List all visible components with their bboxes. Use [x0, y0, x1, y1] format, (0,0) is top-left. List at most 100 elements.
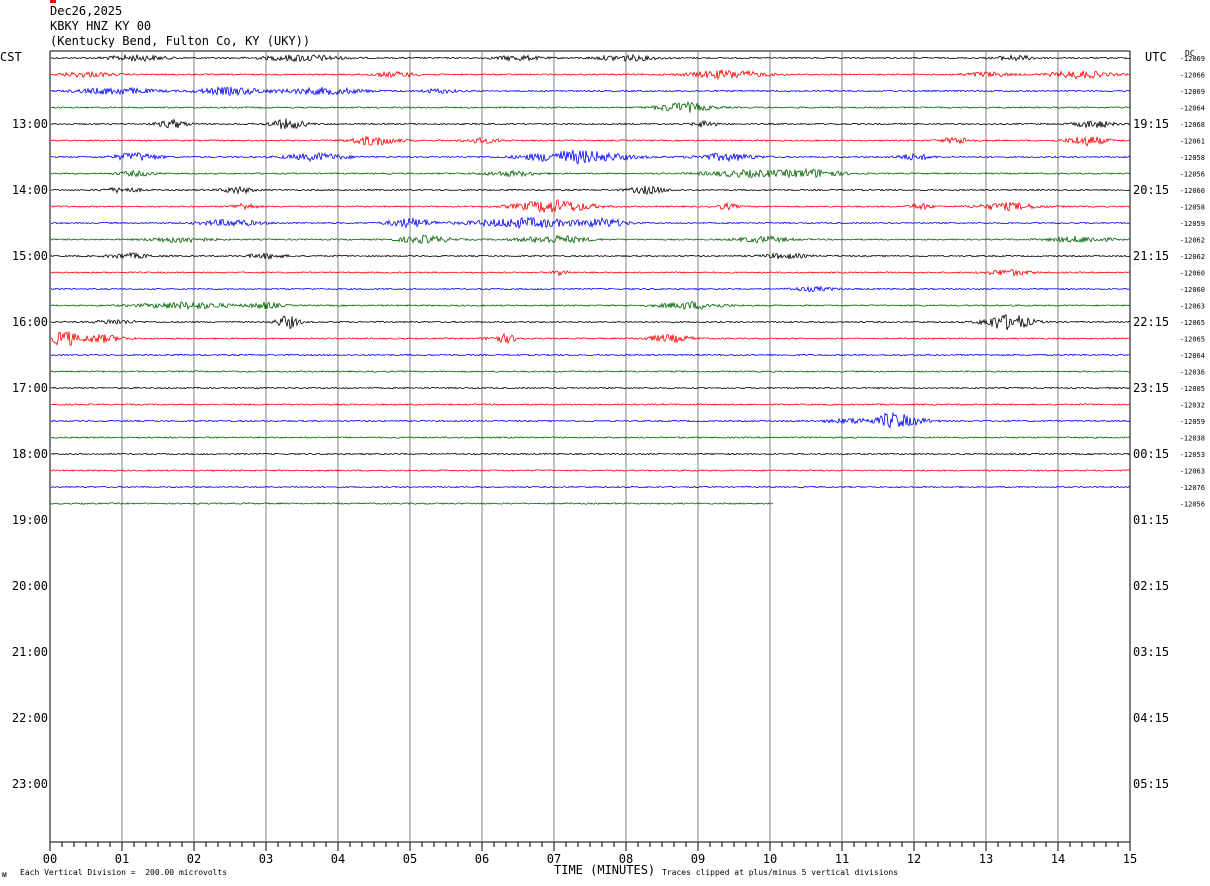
- trace-line: [50, 185, 1131, 195]
- dc-offset-label: -12032: [1180, 402, 1205, 410]
- trace-line: [50, 199, 1131, 214]
- x-tick-label: 10: [763, 852, 777, 866]
- left-hour-label: 13:00: [12, 117, 48, 131]
- trace-line: [50, 469, 1131, 472]
- right-hour-label: 00:15: [1133, 447, 1169, 461]
- left-hour-label: 17:00: [12, 381, 48, 395]
- left-hour-label: 23:00: [12, 777, 48, 791]
- scale-note: Each Vertical Division = 200.00 microvol…: [20, 868, 228, 877]
- scale-icon: ᴍ: [2, 870, 7, 879]
- left-hour-label: 22:00: [12, 711, 48, 725]
- dc-offset-label: -12053: [1180, 451, 1205, 459]
- x-tick-label: 02: [187, 852, 201, 866]
- dc-offset-label: -12069: [1180, 55, 1205, 63]
- trace-line: [51, 436, 1131, 439]
- dc-offset-label: -12060: [1180, 286, 1205, 294]
- dc-offset-label: -12038: [1180, 435, 1205, 443]
- trace-line: [50, 403, 1131, 406]
- header-marker: [50, 0, 56, 3]
- dc-offset-label: -12061: [1180, 138, 1205, 146]
- trace-line: [50, 353, 1131, 357]
- x-tick-label: 13: [979, 852, 993, 866]
- right-hour-label: 22:15: [1133, 315, 1169, 329]
- right-hour-label: 04:15: [1133, 711, 1169, 725]
- right-hour-label: 01:15: [1133, 513, 1169, 527]
- trace-line: [50, 314, 1131, 331]
- dc-offset-label: -12056: [1180, 501, 1205, 509]
- trace-line: [50, 331, 1131, 347]
- left-hour-label: 16:00: [12, 315, 48, 329]
- right-hour-label: 19:15: [1133, 117, 1169, 131]
- right-hour-label: 05:15: [1133, 777, 1169, 791]
- dc-offset-label: -12058: [1180, 154, 1205, 162]
- left-timezone-label: CST: [0, 50, 22, 64]
- dc-offset-label: -12076: [1180, 484, 1205, 492]
- dc-offset-label: -12063: [1180, 468, 1205, 476]
- dc-offset-label: -12060: [1180, 270, 1205, 278]
- left-hour-label: 15:00: [12, 249, 48, 263]
- trace-line: [50, 301, 1131, 311]
- dc-offset-label: -12066: [1180, 72, 1205, 80]
- trace-line: [50, 68, 1131, 81]
- x-tick-label: 05: [403, 852, 417, 866]
- trace-line: [50, 411, 1131, 429]
- x-axis-title: TIME (MINUTES): [554, 863, 656, 877]
- x-tick-label: 11: [835, 852, 849, 866]
- header-date: Dec26,2025: [50, 4, 123, 18]
- trace-line: [50, 135, 1131, 147]
- x-tick-label: 01: [115, 852, 129, 866]
- dc-offset-label: -12058: [1180, 204, 1205, 212]
- left-hour-label: 19:00: [12, 513, 48, 527]
- trace-line: [50, 150, 1131, 165]
- header-station: KBKY HNZ KY 00: [50, 19, 152, 33]
- left-hour-label: 20:00: [12, 579, 48, 593]
- x-tick-label: 06: [475, 852, 489, 866]
- dc-offset-label: -12036: [1180, 369, 1205, 377]
- trace-line: [50, 452, 1131, 456]
- trace-line: [50, 100, 1131, 113]
- left-hour-label: 14:00: [12, 183, 48, 197]
- dc-offset-label: -12062: [1180, 253, 1205, 261]
- dc-offset-label: -12068: [1180, 121, 1205, 129]
- trace-line: [50, 370, 1131, 373]
- dc-offset-label: -12064: [1180, 105, 1205, 113]
- trace-line: [50, 502, 774, 505]
- x-tick-label: 15: [1123, 852, 1137, 866]
- x-tick-label: 09: [691, 852, 705, 866]
- dc-offset-label: -12064: [1180, 352, 1205, 360]
- dc-offset-label: -12065: [1180, 336, 1205, 344]
- trace-line: [50, 216, 1131, 230]
- right-hour-label: 03:15: [1133, 645, 1169, 659]
- right-timezone-label: UTC: [1145, 50, 1167, 64]
- trace-line: [50, 251, 1131, 260]
- trace-line: [50, 485, 1131, 489]
- trace-line: [50, 85, 1131, 97]
- x-tick-label: 08: [619, 852, 633, 866]
- x-tick-label: 00: [43, 852, 57, 866]
- dc-offset-label: -12062: [1180, 237, 1205, 245]
- dc-offset-label: -12005: [1180, 385, 1205, 393]
- trace-line: [50, 53, 1131, 63]
- dc-offset-label: -12060: [1180, 187, 1205, 195]
- trace-line: [50, 167, 1131, 179]
- trace-line: [50, 269, 1131, 277]
- right-hour-label: 02:15: [1133, 579, 1169, 593]
- dc-offset-label: -12059: [1180, 220, 1205, 228]
- dc-offset-label: -12063: [1180, 303, 1205, 311]
- right-hour-label: 20:15: [1133, 183, 1169, 197]
- dc-offset-label: -12056: [1180, 171, 1205, 179]
- trace-line: [50, 118, 1131, 129]
- left-hour-label: 18:00: [12, 447, 48, 461]
- x-tick-label: 03: [259, 852, 273, 866]
- left-hour-label: 21:00: [12, 645, 48, 659]
- trace-line: [50, 285, 1131, 293]
- x-tick-label: 07: [547, 852, 561, 866]
- dc-offset-label: -12065: [1180, 319, 1205, 327]
- dc-label: DC: [1185, 49, 1195, 58]
- trace-line: [50, 234, 1131, 244]
- header-location: (Kentucky Bend, Fulton Co, KY (UKY)): [50, 34, 311, 48]
- dc-offset-label: -12059: [1180, 418, 1205, 426]
- dc-offset-label: -12069: [1180, 88, 1205, 96]
- x-tick-label: 12: [907, 852, 921, 866]
